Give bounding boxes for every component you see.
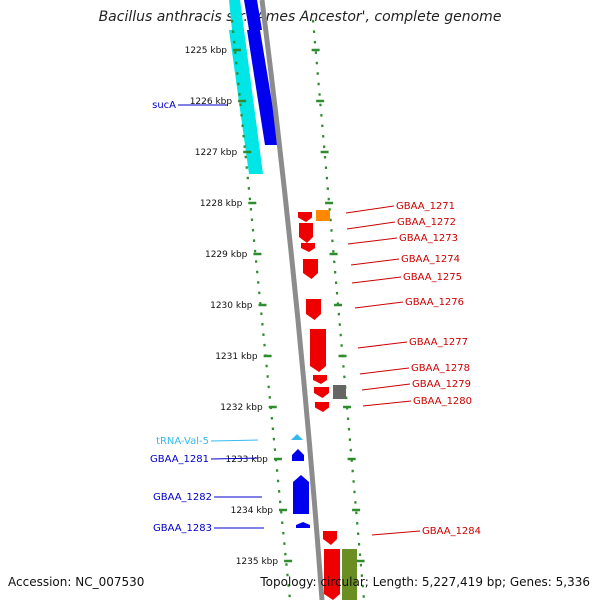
tick-label: 1231 kbp [215,352,258,362]
red-gene-3 [303,259,318,279]
genome-backbone [259,0,325,600]
tick-label: 1232 kbp [220,403,263,413]
gray-gene [333,385,346,399]
map-title: Bacillus anthracis str. 'Ames Ancestor',… [98,9,502,25]
right-gene-label: GBAA_1274 [401,254,460,265]
right-gene-label: GBAA_1271 [396,201,455,212]
tick-label: 1226 kbp [190,97,233,107]
right-label-leader [346,221,396,230]
right-label-leader [371,530,421,536]
red-gene-10 [324,549,340,600]
gene-gbaa-1282 [293,475,309,514]
tick-label: 1228 kbp [200,199,243,209]
tick-label: 1225 kbp [185,46,228,56]
right-gene-label: GBAA_1277 [409,337,468,348]
left-gene-label: GBAA_1281 [150,454,209,465]
outer-dot-ring [311,19,366,600]
left-gene-label: GBAA_1282 [153,492,212,503]
red-gene-0 [298,212,312,222]
tick-marks: 1225 kbp 1226 kbp 1227 kbp 1228 kbp 1229 kbp… [185,46,365,567]
right-label-leader [359,367,410,375]
olive-gene [342,549,357,600]
right-label-leader [354,301,404,309]
right-gene-label: GBAA_1284 [422,526,481,537]
left-gene-label: GBAA_1283 [153,523,212,534]
accession-text: Accession: NC_007530 [8,575,145,589]
left-label-leader [210,439,259,442]
orange-gene [316,210,330,221]
tick-label: 1234 kbp [231,506,274,516]
left-gene-label: sucA [152,100,176,111]
right-gene-label: GBAA_1278 [411,363,470,374]
left-gene-label: tRNA-Val-5 [156,436,209,447]
right-gene-label: GBAA_1276 [405,297,464,308]
right-gene-label: GBAA_1275 [403,272,462,283]
right-gene-label: GBAA_1273 [399,233,458,244]
red-gene-9 [323,531,337,545]
right-label-leader [362,400,412,407]
tick-label: 1227 kbp [195,148,238,158]
red-gene-7 [314,387,329,398]
right-gene-label: GBAA_1279 [412,379,471,390]
trna-val-5-feature [291,434,303,440]
blue-gene-top [244,0,262,30]
red-gene-1 [299,223,313,243]
red-gene-8 [315,402,329,412]
right-label-leader [350,258,400,266]
right-label-leader [361,383,411,391]
topology-text: Topology: circular; Length: 5,227,419 bp… [260,575,590,589]
right-gene-label: GBAA_1280 [413,396,472,407]
gene-gbaa-1283 [296,522,310,528]
gene-features [291,210,357,600]
tick-label: 1235 kbp [236,557,279,567]
right-gene-label: GBAA_1272 [397,217,456,228]
gene-labels: sucA tRNA-Val-5 GBAA_1281 GBAA_1282 GBAA_128… [150,100,481,537]
right-label-leader [351,276,402,284]
right-label-leader [357,341,408,349]
tick-label: 1233 kbp [225,455,268,465]
cyan-band-top [229,0,244,30]
suca-gene-block [247,30,279,145]
tick-dot-rings [230,19,366,600]
gene-gbaa-1281 [292,449,304,461]
right-label-leader [347,237,398,245]
red-gene-2 [301,243,315,252]
red-gene-4 [306,299,321,320]
tick-label: 1229 kbp [205,250,248,260]
red-gene-6 [313,375,327,384]
tick-label: 1230 kbp [210,301,253,311]
left-label-leader [210,457,259,460]
right-label-leader [345,205,395,214]
red-gene-5 [310,329,326,372]
